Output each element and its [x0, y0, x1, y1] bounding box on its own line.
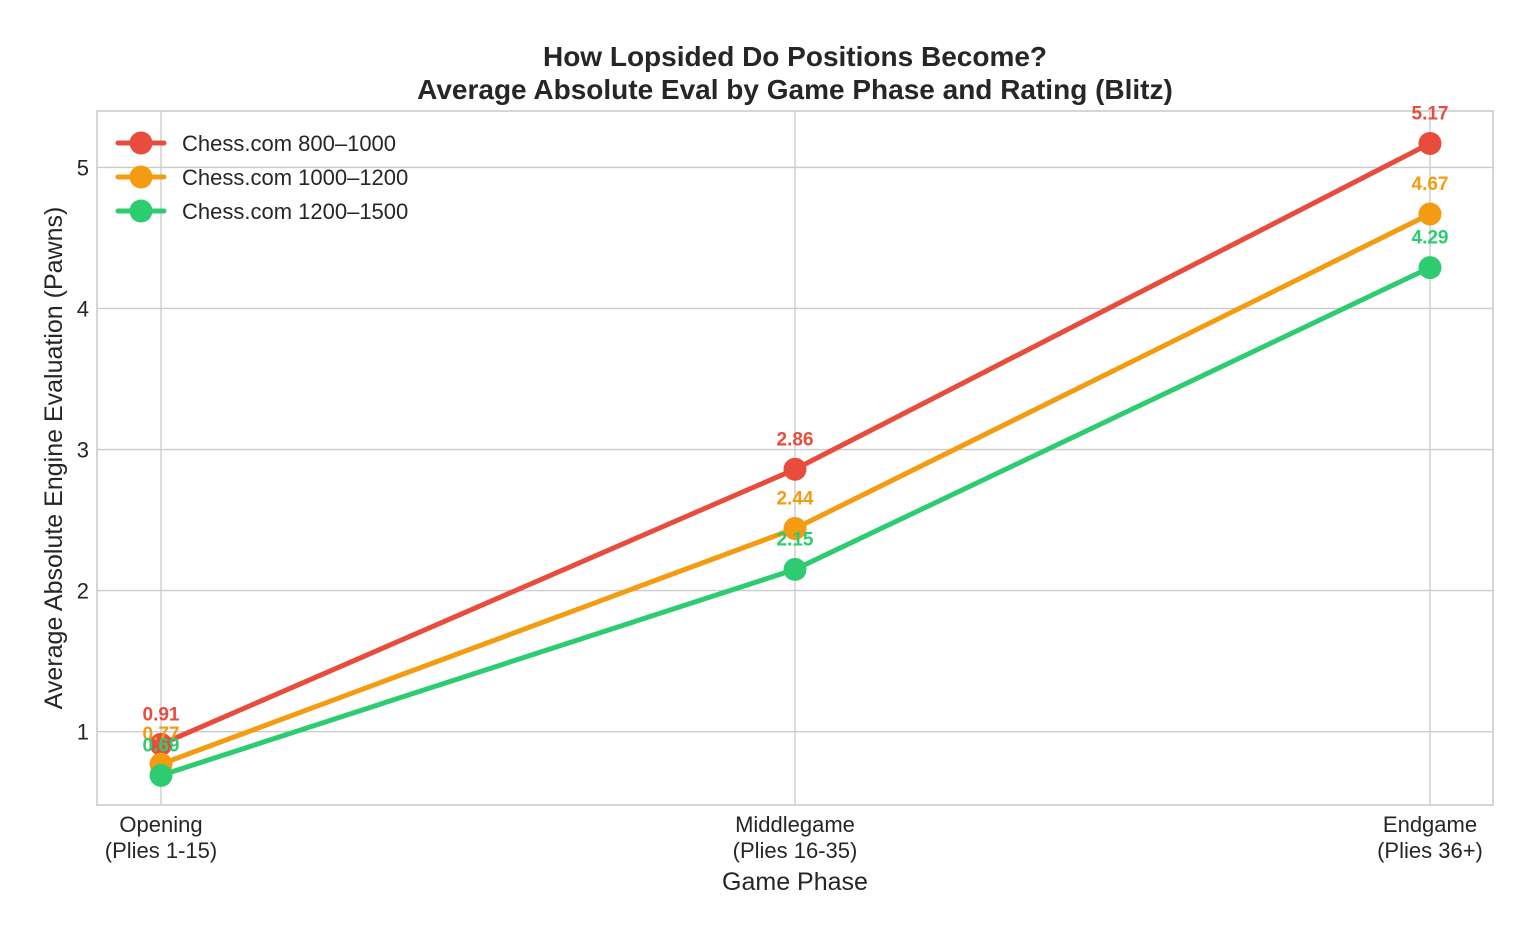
data-point [1418, 202, 1442, 226]
legend-entry: Chess.com 800–1000 [182, 131, 396, 156]
legend-swatch-marker [129, 131, 153, 155]
data-label: 2.86 [777, 429, 814, 450]
series-layer [149, 131, 1442, 787]
data-label: 4.67 [1412, 174, 1449, 195]
y-axis-ticks: 1 2 3 4 5 [77, 155, 89, 744]
x-tick-label: (Plies 1-15) [105, 838, 217, 863]
y-axis-label: Average Absolute Engine Evaluation (Pawn… [40, 207, 68, 710]
data-label: 0.91 [143, 704, 180, 725]
data-point [783, 557, 807, 581]
x-axis-ticks: Opening(Plies 1-15) Middlegame(Plies 16-3… [105, 812, 1483, 863]
data-label: 5.17 [1412, 103, 1449, 124]
legend-entry: Chess.com 1000–1200 [182, 165, 408, 190]
data-label: 0.77 [143, 724, 180, 745]
data-point [1418, 256, 1442, 280]
x-tick-label: Middlegame [735, 812, 855, 837]
data-label: 0.69 [143, 735, 180, 756]
legend: Chess.com 800–1000 Chess.com 1000–1200 Che… [115, 131, 408, 224]
data-point [1418, 131, 1442, 155]
y-tick-label: 1 [77, 720, 89, 745]
x-tick-label: Endgame [1383, 812, 1477, 837]
y-tick-label: 5 [77, 155, 89, 180]
data-point [783, 457, 807, 481]
y-tick-label: 3 [77, 438, 89, 463]
data-labels: 0.91 2.86 5.17 0.77 2.44 4.67 0.69 2.15 4.29 [143, 103, 1449, 756]
grid-lines [97, 111, 1493, 805]
data-label: 4.29 [1412, 228, 1449, 249]
x-axis-label: Game Phase [722, 868, 868, 896]
x-tick-label: (Plies 16-35) [733, 838, 858, 863]
y-tick-label: 4 [77, 296, 89, 321]
y-tick-label: 2 [77, 579, 89, 604]
legend-entry: Chess.com 1200–1500 [182, 199, 408, 224]
data-point [149, 732, 173, 756]
data-point [783, 517, 807, 541]
x-tick-label: (Plies 36+) [1377, 838, 1483, 863]
data-label: 2.44 [777, 489, 814, 510]
data-label: 2.15 [777, 529, 814, 550]
x-tick-label: Opening [119, 812, 202, 837]
legend-swatch-marker [129, 165, 153, 189]
legend-swatch-marker [129, 199, 153, 223]
chart-title: How Lopsided Do Positions Become? Averag… [417, 41, 1173, 105]
chart-title-line-1: How Lopsided Do Positions Become? [543, 41, 1047, 72]
chart-title-line-2: Average Absolute Eval by Game Phase and … [417, 74, 1173, 105]
plot-frame [96, 110, 1494, 806]
data-point [149, 763, 173, 787]
